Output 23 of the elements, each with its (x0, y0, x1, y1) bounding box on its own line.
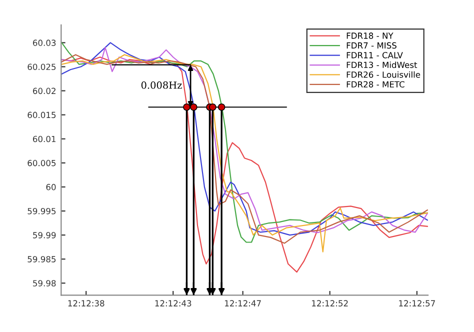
legend-label: FDR26 - Louisville (346, 71, 420, 78)
y-tick-label: 60 (46, 184, 56, 190)
x-tick-label: 12:12:52 (312, 300, 348, 306)
x-tick-label: 12:12:47 (225, 300, 261, 306)
y-tick-label: 59.99 (33, 232, 56, 238)
legend-label: FDR11 - CALV (346, 52, 403, 58)
legend-label: FDR18 - NY (346, 32, 394, 39)
legend-label: FDR28 - METC (346, 81, 404, 88)
legend-label: FDR13 - MidWest (346, 62, 418, 68)
y-tick-label: 60.01 (33, 136, 56, 142)
y-tick-label: 60.025 (28, 64, 56, 70)
y-tick-label: 60.015 (28, 112, 56, 118)
y-tick-label: 60.03 (33, 40, 56, 46)
x-tick-label: 12:12:38 (68, 300, 104, 306)
annotation: 0.008Hz (141, 81, 182, 89)
x-tick-label: 12:12:57 (399, 300, 435, 306)
x-tick-label: 12:12:43 (155, 300, 192, 306)
y-tick-label: 60.02 (33, 88, 56, 94)
y-tick-label: 60.005 (28, 160, 56, 166)
y-tick-label: 59.985 (28, 256, 56, 262)
y-tick-label: 59.98 (33, 280, 56, 286)
y-tick-label: 59.995 (28, 208, 56, 214)
legend-label: FDR7 - MISS (346, 42, 396, 49)
